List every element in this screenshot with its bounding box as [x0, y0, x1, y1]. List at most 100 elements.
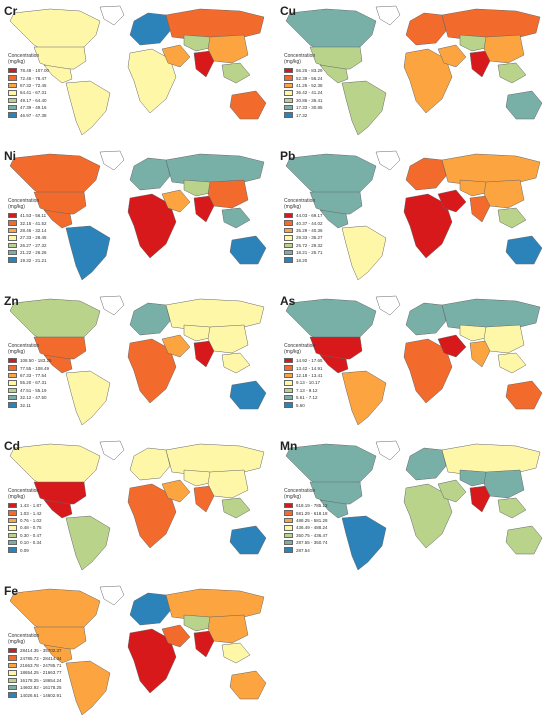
world-map — [285, 150, 543, 281]
world-map — [9, 150, 267, 281]
legend: Concentration (mg/kg) 78.48 - 107.00 72.46 … — [8, 53, 76, 119]
legend-range-label: 32.15 - 41.52 — [20, 220, 47, 226]
legend-entry: 16178.25 - 18654.24 — [8, 677, 76, 684]
legend-swatch — [284, 510, 293, 516]
legend-title-line2: (mg/kg) — [8, 494, 25, 500]
legend-title: Concentration (mg/kg) — [284, 488, 352, 500]
region-ind — [469, 340, 491, 368]
legend-swatch — [8, 655, 17, 661]
legend-entry: 436.49 - 488.24 — [284, 524, 352, 531]
legend-range-label: 29.33 - 35.27 — [296, 235, 323, 241]
legend-swatch — [284, 242, 293, 248]
legend-entry: 55.20 - 67.31 — [8, 379, 76, 386]
region-ru — [165, 588, 265, 622]
legend-entry: 25.72 - 29.32 — [284, 242, 352, 249]
legend-swatch — [8, 662, 17, 669]
region-ca — [183, 324, 215, 342]
legend-swatch — [8, 692, 17, 698]
region-ca — [459, 324, 491, 342]
legend-swatch — [8, 510, 17, 516]
legend-swatch — [8, 257, 17, 263]
world-map — [9, 5, 267, 136]
legend-title-line2: (mg/kg) — [284, 349, 301, 355]
legend-range-label: 18654.25 - 21663.77 — [20, 670, 62, 676]
legend-title: Concentration (mg/kg) — [8, 633, 76, 645]
region-mx — [43, 499, 73, 519]
element-label: Cu — [280, 4, 296, 18]
legend-swatch — [8, 104, 17, 111]
legend: Concentration (mg/kg) 41.53 - 56.11 32.15 -… — [8, 198, 76, 264]
legend-range-label: 18.21 - 25.71 — [296, 250, 323, 256]
legend-swatch — [8, 517, 17, 524]
legend-entry: 7.13 - 9.12 — [284, 387, 352, 394]
legend-title-line2: (mg/kg) — [8, 639, 25, 645]
element-label: Zn — [4, 294, 19, 308]
region-cn — [207, 614, 249, 644]
legend-range-label: 436.49 - 488.24 — [296, 525, 328, 531]
legend-entry: 32.15 - 41.52 — [8, 219, 76, 226]
world-map — [9, 585, 267, 716]
legend-range-label: 28.46 - 32.14 — [20, 227, 47, 233]
legend-swatch — [8, 67, 17, 74]
region-cus — [33, 191, 87, 215]
region-sa — [65, 80, 111, 136]
region-eu — [129, 12, 171, 46]
legend-entry: 18.20 — [284, 256, 352, 263]
legend-title-line1: Concentration — [284, 488, 316, 494]
legend-swatch — [8, 380, 17, 386]
legend-range-label: 56.25 - 83.29 — [296, 68, 323, 74]
legend-swatch — [8, 235, 17, 241]
legend-swatch — [8, 372, 17, 379]
legend-swatch — [8, 249, 17, 256]
legend-entry: 30.86 - 36.41 — [284, 97, 352, 104]
region-eu — [129, 592, 171, 626]
legend-swatch — [8, 357, 17, 364]
legend-entry: 17.33 - 30.85 — [284, 104, 352, 111]
region-sea — [497, 497, 527, 519]
legend-entry: 56.25 - 83.29 — [284, 67, 352, 74]
legend-range-label: 14026.61 - 14602.91 — [20, 692, 62, 698]
legend-swatch — [8, 387, 17, 393]
legend-title-line1: Concentration — [8, 488, 40, 494]
legend-title: Concentration (mg/kg) — [8, 53, 76, 65]
legend-swatch — [284, 90, 293, 96]
legend-entry: 29.33 - 35.27 — [284, 234, 352, 241]
region-au — [229, 90, 267, 120]
legend-entry: 27.33 - 28.45 — [8, 234, 76, 241]
legend-range-label: 21.22 - 26.26 — [20, 250, 47, 256]
region-au — [505, 380, 543, 410]
legend-range-label: 5.61 - 7.12 — [296, 395, 318, 401]
region-cus — [33, 46, 87, 70]
legend-range-label: 9.13 - 10.17 — [296, 380, 321, 386]
legend-swatch — [284, 75, 293, 81]
region-gl — [99, 150, 125, 171]
legend-entry: 26.27 - 27.32 — [8, 242, 76, 249]
region-au — [229, 525, 267, 555]
legend-title-line1: Concentration — [8, 343, 40, 349]
legend-title-line2: (mg/kg) — [8, 204, 25, 210]
region-ru — [165, 443, 265, 477]
legend-entry: 41.53 - 56.11 — [8, 212, 76, 219]
region-au — [229, 670, 267, 700]
element-label: Fe — [4, 584, 19, 598]
legend-entry: 0.10 - 0.34 — [8, 539, 76, 546]
legend-swatch — [284, 357, 293, 364]
region-ind — [193, 195, 215, 223]
map-panel-mn: Mn Concentration (mg/kg) 618.19 - 785.12 581… — [276, 438, 548, 576]
region-me — [161, 479, 191, 503]
legend-entry: 18.21 - 25.71 — [284, 249, 352, 256]
element-label: Mn — [280, 439, 298, 453]
legend-range-label: 41.25 - 52.38 — [296, 82, 323, 88]
legend: Concentration (mg/kg) 44.03 - 69.17 40.37 -… — [284, 198, 352, 264]
region-mx — [43, 209, 73, 229]
region-ind — [193, 630, 215, 658]
map-panel-pb: Pb Concentration (mg/kg) 44.03 - 69.17 40.37… — [276, 148, 548, 286]
legend-swatch — [284, 402, 293, 408]
region-ru — [165, 8, 265, 42]
legend-swatch — [8, 75, 17, 81]
region-sea — [497, 207, 527, 229]
legend-title-line2: (mg/kg) — [8, 59, 25, 65]
legend-title-line1: Concentration — [8, 198, 40, 204]
region-cn — [207, 469, 249, 499]
legend-range-label: 32.12 - 47.50 — [20, 395, 47, 401]
